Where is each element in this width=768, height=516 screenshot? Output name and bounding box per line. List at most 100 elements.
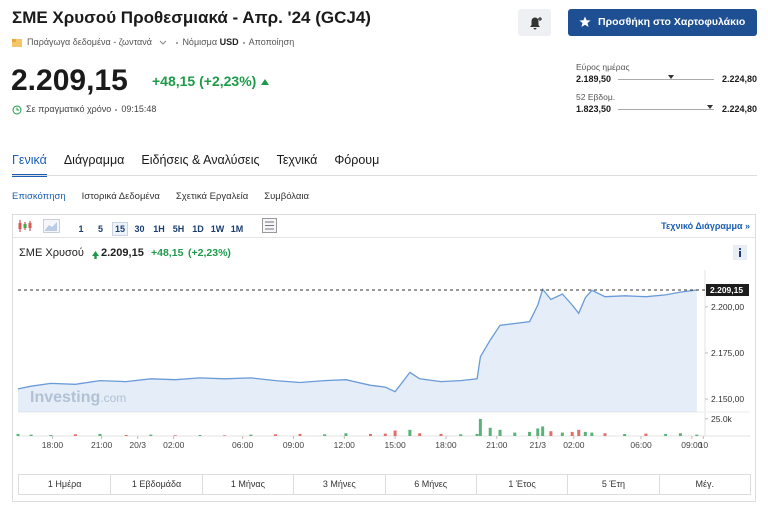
period[interactable]: 1 Ημέρα [47, 479, 82, 489]
disclaimer[interactable]: Αποποίηση [248, 37, 295, 47]
volume-bar [408, 429, 412, 436]
candles-icon[interactable] [17, 219, 33, 233]
volume-bar [198, 434, 202, 436]
subtab[interactable]: Σχετικά Εργαλεία [175, 191, 249, 202]
chart-change-pct: (+2,23%) [188, 247, 231, 259]
x-tick-label: 06:00 [232, 440, 254, 450]
range-label: 52 Εβδομ. [576, 92, 616, 102]
volume-bar [173, 435, 177, 436]
volume-bar [49, 434, 53, 436]
x-tick-label: 02:00 [563, 440, 585, 450]
volume-bar [383, 433, 387, 436]
volume-bar [273, 434, 277, 436]
separator [176, 41, 179, 44]
period[interactable]: Μέγ. [658, 475, 750, 494]
volume-bar [644, 433, 648, 436]
volume-bar [583, 431, 587, 436]
tab[interactable]: Διάγραμμα [63, 153, 125, 167]
subtab[interactable]: Επισκόπηση [12, 191, 66, 202]
interval[interactable]: 1 [78, 224, 84, 234]
chart-title: ΣΜΕ Χρυσού [19, 247, 84, 259]
currency: USD [219, 37, 239, 47]
watermark: Investing.com [30, 389, 126, 406]
x-tick-label: 21:00 [486, 440, 508, 450]
volume-bar [577, 429, 581, 436]
last-price-label: 2.209,15 [710, 285, 743, 295]
period[interactable]: 3 Μήνες [293, 475, 384, 494]
volume-bar [528, 431, 532, 436]
toolbar-rule [13, 237, 755, 238]
meta-line: Παράγωγα δεδομένα - ζωντανά Νόμισμα USD Α… [12, 37, 294, 48]
volume-bar [478, 418, 482, 436]
change: +48,15 [152, 73, 196, 89]
interval[interactable]: 1H [153, 224, 165, 234]
x-tick-label: 21:00 [91, 440, 113, 450]
star-icon [579, 16, 591, 27]
realtime-line: Σε πραγματικό χρόνο 09:15:48 [12, 104, 156, 115]
area-icon[interactable] [43, 219, 60, 233]
tab[interactable]: Γενικά [12, 153, 47, 177]
x-tick-label: 20/3 [129, 440, 146, 450]
interval[interactable]: 15 [112, 222, 128, 236]
volume-bar [16, 433, 20, 436]
volume-bar [570, 431, 574, 436]
source-icon [12, 38, 22, 47]
separator [242, 41, 245, 44]
volume-bar [149, 434, 153, 436]
interval[interactable]: 1W [210, 224, 225, 234]
periods: 1 Ημέρα 1 Εβδομάδα 1 Μήνας 3 Μήνες 6 Μήνες 1 … [18, 474, 751, 495]
period[interactable]: 1 Μήνας [201, 475, 293, 494]
range-low: 1.823,50 [576, 104, 612, 114]
chart-box [12, 214, 756, 502]
volume-bar [418, 433, 422, 436]
up-arrow [261, 79, 270, 85]
volume-bar [541, 426, 545, 436]
subtab[interactable]: Συμβόλαια [264, 191, 310, 202]
volume-bar [536, 428, 540, 436]
period[interactable]: 1 Έτος [475, 475, 567, 494]
interval[interactable]: 1D [192, 224, 204, 234]
caret [160, 40, 167, 45]
x-tick-label: 10 [699, 440, 709, 450]
volume-bar [488, 427, 492, 436]
tab[interactable]: Φόρουμ [334, 153, 380, 167]
price-change: +48,15 (+2,23%) [152, 73, 270, 89]
interval[interactable]: 1M [230, 224, 244, 234]
y-tick-label: 2.150,00 [711, 394, 744, 404]
interval[interactable]: 5 [97, 224, 103, 234]
range-marker [668, 75, 675, 79]
tab[interactable]: Ειδήσεις & Αναλύσεις [141, 153, 260, 167]
technical-chart-link[interactable]: Τεχνικό Διάγραμμα » [661, 221, 750, 231]
plot: ΣΜΕ Χρυσού 2.209,15 +48,15 (+2,23%) 2.150,00… [16, 245, 750, 450]
interval[interactable]: 30 [134, 224, 145, 234]
x-tick-label: 06:00 [630, 440, 652, 450]
period[interactable]: 5 Έτη [567, 475, 658, 494]
range-bar [618, 109, 714, 110]
price-line [17, 288, 697, 393]
volume-bar [344, 433, 348, 436]
x-tick-label: 15:00 [384, 440, 406, 450]
volume-bar [513, 432, 517, 436]
time: 09:15:48 [121, 104, 157, 114]
subtabs: Επισκόπηση Ιστορικά Δεδομένα Σχετικά Εργαλ… [12, 186, 325, 204]
info-glyph-dot [738, 247, 742, 251]
page-title: ΣΜΕ Χρυσού Προθεσμιακά - Απρ. '24 (GCJ4) [12, 8, 371, 27]
period[interactable]: 1 Εβδομάδα [110, 475, 201, 494]
interval[interactable]: 5H [172, 224, 185, 234]
alert-button[interactable] [518, 9, 551, 36]
volume-bar [29, 434, 33, 436]
chart-price: 2.209,15 [101, 247, 144, 259]
table-icon[interactable] [262, 218, 277, 233]
volume-bar [98, 433, 102, 436]
x-tick-label: 09:00 [681, 440, 703, 450]
subtab[interactable]: Ιστορικά Δεδομένα [81, 191, 160, 202]
period[interactable]: 6 Μήνες [384, 475, 476, 494]
last-price-box [706, 284, 749, 297]
volume-bar [393, 430, 397, 436]
tab[interactable]: Τεχνικά [276, 153, 318, 167]
add-portfolio-button[interactable]: Προσθήκη στο Χαρτοφυλάκιο [568, 9, 757, 36]
clock-icon [12, 105, 22, 115]
tabs: Γενικά Διάγραμμα Ειδήσεις & Αναλύσεις Τεχνι… [12, 151, 396, 177]
